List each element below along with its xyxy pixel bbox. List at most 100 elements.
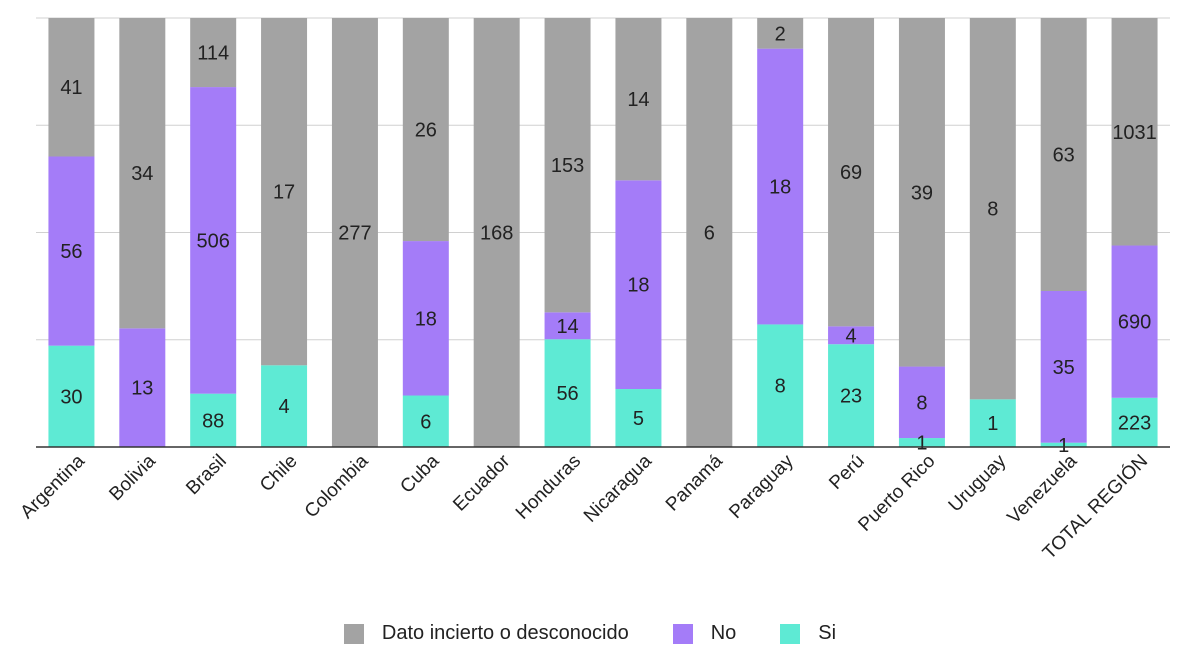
data-label: 88 [202,410,224,432]
x-tick-label: Ecuador [449,450,514,515]
data-label: 69 [840,162,862,184]
legend-swatch [672,623,693,644]
bar-total-región-no [1111,245,1158,398]
bar-puerto-rico-si [898,438,945,447]
bar-argentina-si [48,345,95,447]
bar-paraguay-dato-incierto-o-desconocido [757,18,804,49]
bar-nicaragua-si [615,389,662,447]
x-tick-label: Brasil [182,451,230,499]
bars [48,18,1158,447]
x-tick-label: Bolivia [105,450,160,505]
bar-honduras-dato-incierto-o-desconocido [544,18,591,313]
bar-uruguay-si [969,399,1016,447]
x-tick-label: Nicaragua [580,450,656,526]
data-label: 17 [273,182,295,204]
bar-argentina-dato-incierto-o-desconocido [48,18,95,157]
data-label: 14 [556,316,578,338]
legend-swatch [343,623,364,644]
data-label: 8 [775,376,786,398]
bar-ecuador-dato-incierto-o-desconocido [473,18,520,447]
bar-total-región-si [1111,397,1158,447]
data-label: 26 [415,120,437,142]
bar-honduras-si [544,339,591,447]
bar-cuba-dato-incierto-o-desconocido [402,18,449,242]
x-tick-label: Puerto Rico [854,451,939,536]
bar-chile-si [261,365,308,447]
data-label: 223 [1118,412,1151,434]
data-label: 35 [1053,357,1075,379]
stacked-bar-chart: 3056411334885061144172776182616856141535… [17,17,1170,564]
data-label: 1 [1058,435,1069,457]
x-tick-label: Panamá [662,450,727,515]
bar-brasil-no [190,87,237,394]
data-label: 13 [131,378,153,400]
x-tick-label: Paraguay [725,450,798,523]
data-label: 8 [987,199,998,221]
data-label: 39 [911,182,933,204]
data-label: 506 [197,230,230,252]
data-label: 8 [916,392,927,414]
x-tick-label: Venezuela [1004,450,1082,528]
bar-venezuela-si [1040,442,1087,447]
bar-chile-dato-incierto-o-desconocido [261,18,308,366]
x-tick-label: Honduras [512,451,585,524]
legend-label: No [710,622,737,644]
legend-item: No [672,622,737,645]
data-labels: 3056411334885061144172776182616856141535… [60,23,1157,457]
data-label: 23 [840,386,862,408]
bar-bolivia-no [119,328,166,447]
x-tick-label: Uruguay [945,450,1011,516]
legend-label: Dato incierto o desconocido [381,622,629,644]
data-label: 6 [420,411,431,433]
data-label: 1031 [1112,122,1157,144]
data-label: 114 [197,43,229,65]
bar-bolivia-dato-incierto-o-desconocido [119,18,166,329]
data-label: 34 [131,163,153,185]
legend-item: Dato incierto o desconocido [343,622,629,645]
bar-panamá-dato-incierto-o-desconocido [686,18,733,447]
x-tick-label: Cuba [396,450,443,497]
bar-cuba-si [402,395,449,447]
legend: Dato incierto o desconocido No Si [0,622,1180,645]
bar-honduras-no [544,312,591,340]
data-label: 63 [1053,145,1075,167]
bar-brasil-dato-incierto-o-desconocido [190,18,237,88]
bar-puerto-rico-no [898,366,945,439]
data-label: 1 [987,413,998,435]
bar-brasil-si [190,393,237,447]
data-label: 1 [916,433,927,455]
data-label: 690 [1118,312,1151,334]
bar-perú-no [828,326,875,345]
data-label: 18 [769,177,791,199]
data-label: 56 [60,241,82,263]
bar-uruguay-dato-incierto-o-desconocido [969,18,1016,400]
x-tick-label: Perú [825,451,868,494]
data-label: 2 [775,23,786,45]
legend-swatch [780,623,801,644]
bar-venezuela-no [1040,291,1087,443]
data-label: 30 [60,386,82,408]
bar-perú-si [828,344,875,447]
x-tick-labels: Argentina Bolivia Brasil Chile Colombia Cuba E… [17,450,1152,564]
data-label: 153 [551,155,584,177]
legend-item: Si [780,622,836,645]
bar-perú-dato-incierto-o-desconocido [828,18,875,327]
bar-argentina-no [48,156,95,346]
bar-total-región-dato-incierto-o-desconocido [1111,18,1158,246]
x-tick-label: Chile [256,451,301,496]
data-label: 18 [415,308,437,330]
data-label: 168 [480,223,513,245]
bar-puerto-rico-dato-incierto-o-desconocido [898,18,945,367]
x-tick-label: Argentina [17,450,90,523]
data-label: 4 [279,396,290,418]
legend-label: Si [818,622,837,644]
bar-cuba-no [402,241,449,396]
data-label: 5 [633,408,644,430]
data-label: 4 [846,325,857,347]
x-tick-label: Colombia [301,450,373,522]
bar-paraguay-si [757,324,804,447]
bar-nicaragua-no [615,180,662,390]
data-label: 14 [627,89,649,111]
data-label: 18 [627,275,649,297]
bar-nicaragua-dato-incierto-o-desconocido [615,18,662,181]
